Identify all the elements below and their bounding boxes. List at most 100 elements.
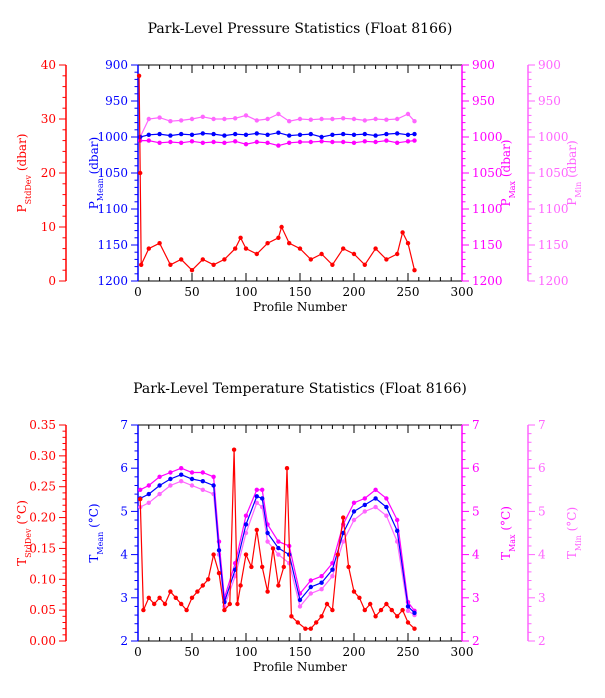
data-point-stddev [281,564,286,570]
data-point-max [373,139,378,145]
data-point-max [351,500,357,505]
data-point-min [146,116,151,122]
y-tick-label: 3 [538,591,546,605]
data-point-stddev [308,626,313,631]
data-point-stddev [400,607,405,613]
data-point-min [319,116,324,122]
data-point-mean [216,548,222,553]
data-point-stddev [152,601,157,607]
data-point-stddev [308,257,313,262]
data-point-stddev [136,73,142,79]
y-tick-label: 7 [538,418,546,432]
data-point-stddev [157,241,162,246]
x-tick-label: 300 [451,285,474,299]
data-point-max [395,140,400,145]
data-point-stddev [168,589,173,594]
data-point-max [200,470,205,475]
y-tick-label: 900 [538,58,561,72]
data-point-min [351,517,357,523]
data-point-max [330,139,335,145]
data-point-stddev [200,257,205,262]
data-point-mean [362,502,367,508]
data-point-max [146,138,151,143]
data-point-stddev [287,241,292,246]
data-point-mean [233,131,238,137]
x-tick-label: 200 [343,645,366,659]
data-point-max [276,539,281,544]
data-point-stddev [179,257,184,262]
data-point-stddev [179,601,184,607]
data-point-max [243,142,249,147]
data-point-min [351,116,357,122]
data-point-stddev [314,620,319,625]
data-point-stddev [324,601,330,607]
chart-title: Park-Level Pressure Statistics (Float 81… [148,21,453,37]
data-point-mean [319,580,324,585]
data-point-mean [351,509,357,514]
data-point-min [200,487,205,492]
data-point-min [395,116,400,122]
data-point-stddev [138,170,143,176]
y-tick-label: 1200 [472,274,503,288]
data-point-mean [265,530,270,536]
data-point-mean [287,133,292,138]
data-point-mean [276,130,281,135]
data-point-mean [179,131,184,137]
data-point-max [319,574,324,579]
data-point-min [211,116,216,122]
data-point-mean [405,132,411,137]
data-point-stddev [211,262,216,267]
data-point-stddev [395,251,400,257]
y-tick-label: 5 [472,504,480,518]
data-point-min [405,608,411,613]
y-tick-label: 7 [472,418,480,432]
data-point-max [157,140,162,145]
data-point-stddev [254,527,259,533]
data-point-min [341,116,346,121]
data-point-mean [146,491,151,497]
data-point-mean [395,131,400,136]
x-tick-label: 50 [184,285,199,299]
data-point-max [254,139,259,145]
data-point-min [265,116,270,122]
data-point-max [138,487,143,492]
data-point-min [330,116,335,122]
x-tick-label: 300 [451,645,474,659]
data-point-max [412,138,417,143]
data-point-max [146,483,151,488]
data-point-stddev [249,564,254,570]
data-point-max [168,139,173,145]
data-point-stddev [216,570,222,576]
data-point-max [265,140,270,145]
data-point-stddev [238,583,243,588]
data-point-mean [211,131,216,137]
data-point-max [200,140,205,145]
data-point-stddev [341,515,346,520]
data-point-min [146,500,151,505]
x-tick-label: 100 [235,285,258,299]
x-tick-label: 0 [134,645,142,659]
y-tick-label: 0.00 [29,634,56,648]
data-point-stddev [389,607,394,613]
data-point-stddev [303,626,308,631]
y-tick-label: 30 [41,112,56,126]
y-tick-label: 3 [472,591,480,605]
y-tick-label: 1000 [472,130,503,144]
data-point-stddev [200,583,205,588]
data-point-mean [211,483,216,488]
data-point-mean [157,483,162,488]
data-point-stddev [157,595,162,600]
data-point-mean [395,528,400,533]
data-point-max [211,139,216,145]
data-point-mean [200,131,205,136]
data-point-stddev [335,552,340,557]
y-tick-label: 1050 [97,166,128,180]
data-point-min [179,479,184,484]
data-point-min [243,530,249,536]
data-point-stddev [146,246,151,251]
y-tick-label: 900 [472,58,495,72]
data-point-mean [330,132,335,137]
y-tick-label: 950 [105,94,128,108]
y-tick-label: 0.15 [29,541,56,555]
